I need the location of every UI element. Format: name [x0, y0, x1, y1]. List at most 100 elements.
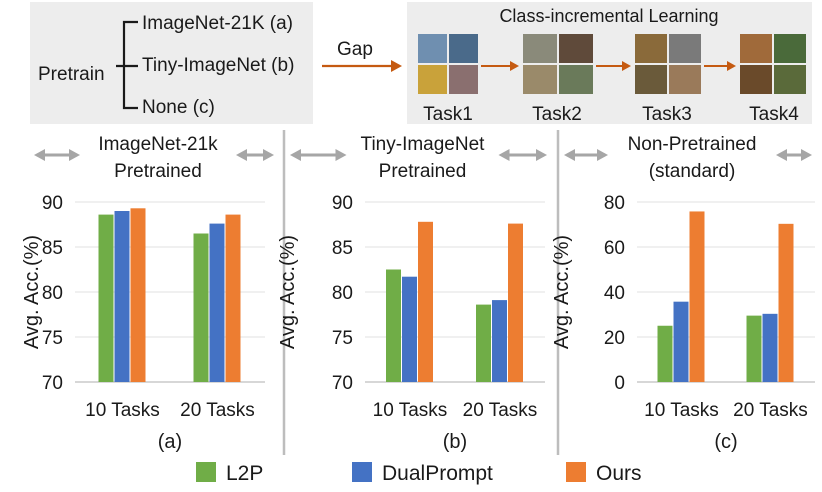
x-tick-label: 10 Tasks: [644, 400, 719, 421]
x-tick-label: 20 Tasks: [733, 400, 808, 421]
task-4-images: [740, 34, 806, 94]
title-arrow-head: [34, 149, 45, 161]
bar-ours: [418, 221, 433, 382]
title-arrow-head: [801, 149, 812, 161]
task-arrows: [481, 61, 736, 71]
chart-title-line: Tiny-ImageNet: [361, 134, 486, 155]
x-tick-label: 10 Tasks: [373, 400, 448, 421]
title-arrow-head: [335, 149, 347, 161]
task-thumbnail: [418, 34, 447, 63]
y-tick-label: 90: [332, 193, 353, 214]
legend: L2P DualPrompt Ours: [196, 462, 642, 485]
task-thumbnail: [635, 34, 667, 63]
title-arrows: [564, 149, 812, 161]
bar-dualprompt: [402, 276, 417, 382]
title-arrow-head: [597, 149, 608, 161]
subplot-label: (c): [714, 431, 737, 453]
pretrain-label: Pretrain: [38, 64, 105, 85]
y-tick-label: 75: [332, 328, 353, 349]
bar-l2p: [476, 304, 491, 382]
title-arrow-head: [290, 149, 301, 161]
legend-label: Ours: [596, 462, 642, 485]
chart-1: ImageNet-21k Pretrained Avg. Acc.(%) 70 75 80…: [21, 134, 274, 453]
task-thumbnail: [449, 34, 478, 63]
y-tick-label: 70: [332, 373, 353, 394]
task-arrow-head: [622, 61, 631, 71]
y-tick-label: 80: [42, 283, 63, 304]
task-thumbnail: [449, 65, 478, 94]
bar-ours: [225, 214, 241, 382]
bar-dualprompt: [673, 301, 689, 382]
legend-item-l2p: L2P: [196, 462, 263, 485]
title-arrows: [34, 149, 274, 161]
bar-ours: [130, 208, 146, 382]
bar-dualprompt: [762, 313, 778, 382]
bracket: [116, 20, 138, 110]
bar-ours: [508, 223, 523, 382]
title-arrow-head: [776, 149, 787, 161]
task-1-images: [418, 34, 478, 94]
task-thumbnail: [418, 65, 447, 94]
bar-dualprompt: [209, 223, 225, 382]
task-thumbnail: [740, 34, 772, 63]
task-arrow-head: [510, 61, 519, 71]
legend-label: DualPrompt: [382, 462, 493, 485]
y-tick-label: 20: [604, 328, 625, 349]
y-tick-label: 80: [332, 283, 353, 304]
bar-l2p: [98, 214, 114, 382]
y-tick-label: 85: [42, 238, 63, 259]
x-tick-label: 10 Tasks: [85, 400, 160, 421]
task-3-images: [635, 34, 701, 94]
y-tick-label: 0: [614, 373, 625, 394]
title-arrow-head: [564, 149, 575, 161]
chart-3: Non-Pretrained (standard) Avg. Acc.(%) 0 20 4…: [551, 134, 815, 453]
title-arrow-head: [236, 149, 247, 161]
legend-swatch: [196, 462, 216, 482]
chart-title-line: Non-Pretrained: [628, 134, 757, 155]
x-tick-label: 20 Tasks: [180, 400, 255, 421]
y-axis-label: Avg. Acc.(%): [277, 235, 299, 349]
y-tick-label: 75: [42, 328, 63, 349]
chart-title-line: (standard): [649, 161, 736, 182]
task-thumbnail: [774, 34, 806, 63]
task-label-1: Task1: [423, 104, 473, 125]
chart-title-line: Pretrained: [379, 161, 467, 182]
subplot-label: (a): [158, 431, 182, 453]
task-label-4: Task4: [749, 104, 799, 125]
legend-swatch: [352, 462, 372, 482]
legend-item-dualprompt: DualPrompt: [352, 462, 493, 485]
option-c: None (c): [142, 97, 215, 118]
bar-l2p: [657, 325, 673, 382]
bar-l2p: [746, 315, 762, 382]
y-tick-label: 60: [604, 238, 625, 259]
task-label-2: Task2: [532, 104, 582, 125]
y-tick-label: 90: [42, 193, 63, 214]
y-axis-label: Avg. Acc.(%): [551, 235, 573, 349]
cil-title: Class-incremental Learning: [499, 6, 718, 26]
task-label-3: Task3: [642, 104, 692, 125]
title-arrow-head: [498, 149, 510, 161]
task-arrow-head: [727, 61, 736, 71]
task-thumbnail: [740, 65, 772, 94]
gap-label: Gap: [337, 39, 373, 60]
task-images: [418, 34, 806, 94]
task-thumbnail: [669, 65, 701, 94]
task-2-images: [523, 34, 593, 94]
charts: ImageNet-21k Pretrained Avg. Acc.(%) 70 75 80…: [21, 134, 815, 453]
bar-dualprompt: [492, 300, 507, 382]
chart-title-line: ImageNet-21k: [98, 134, 218, 155]
chart-title-line: Pretrained: [114, 161, 202, 182]
option-b: Tiny-ImageNet (b): [142, 55, 294, 76]
task-thumbnail: [774, 65, 806, 94]
y-tick-label: 40: [604, 283, 625, 304]
legend-swatch: [566, 462, 586, 482]
task-thumbnail: [669, 34, 701, 63]
subplot-label: (b): [443, 431, 467, 453]
cil-panel: Class-incremental Learning Task1 Task2 T…: [407, 2, 812, 125]
bar-ours: [689, 211, 705, 382]
legend-label: L2P: [226, 462, 263, 485]
legend-item-ours: Ours: [566, 462, 642, 485]
y-tick-label: 80: [604, 193, 625, 214]
title-arrows: [290, 149, 547, 161]
